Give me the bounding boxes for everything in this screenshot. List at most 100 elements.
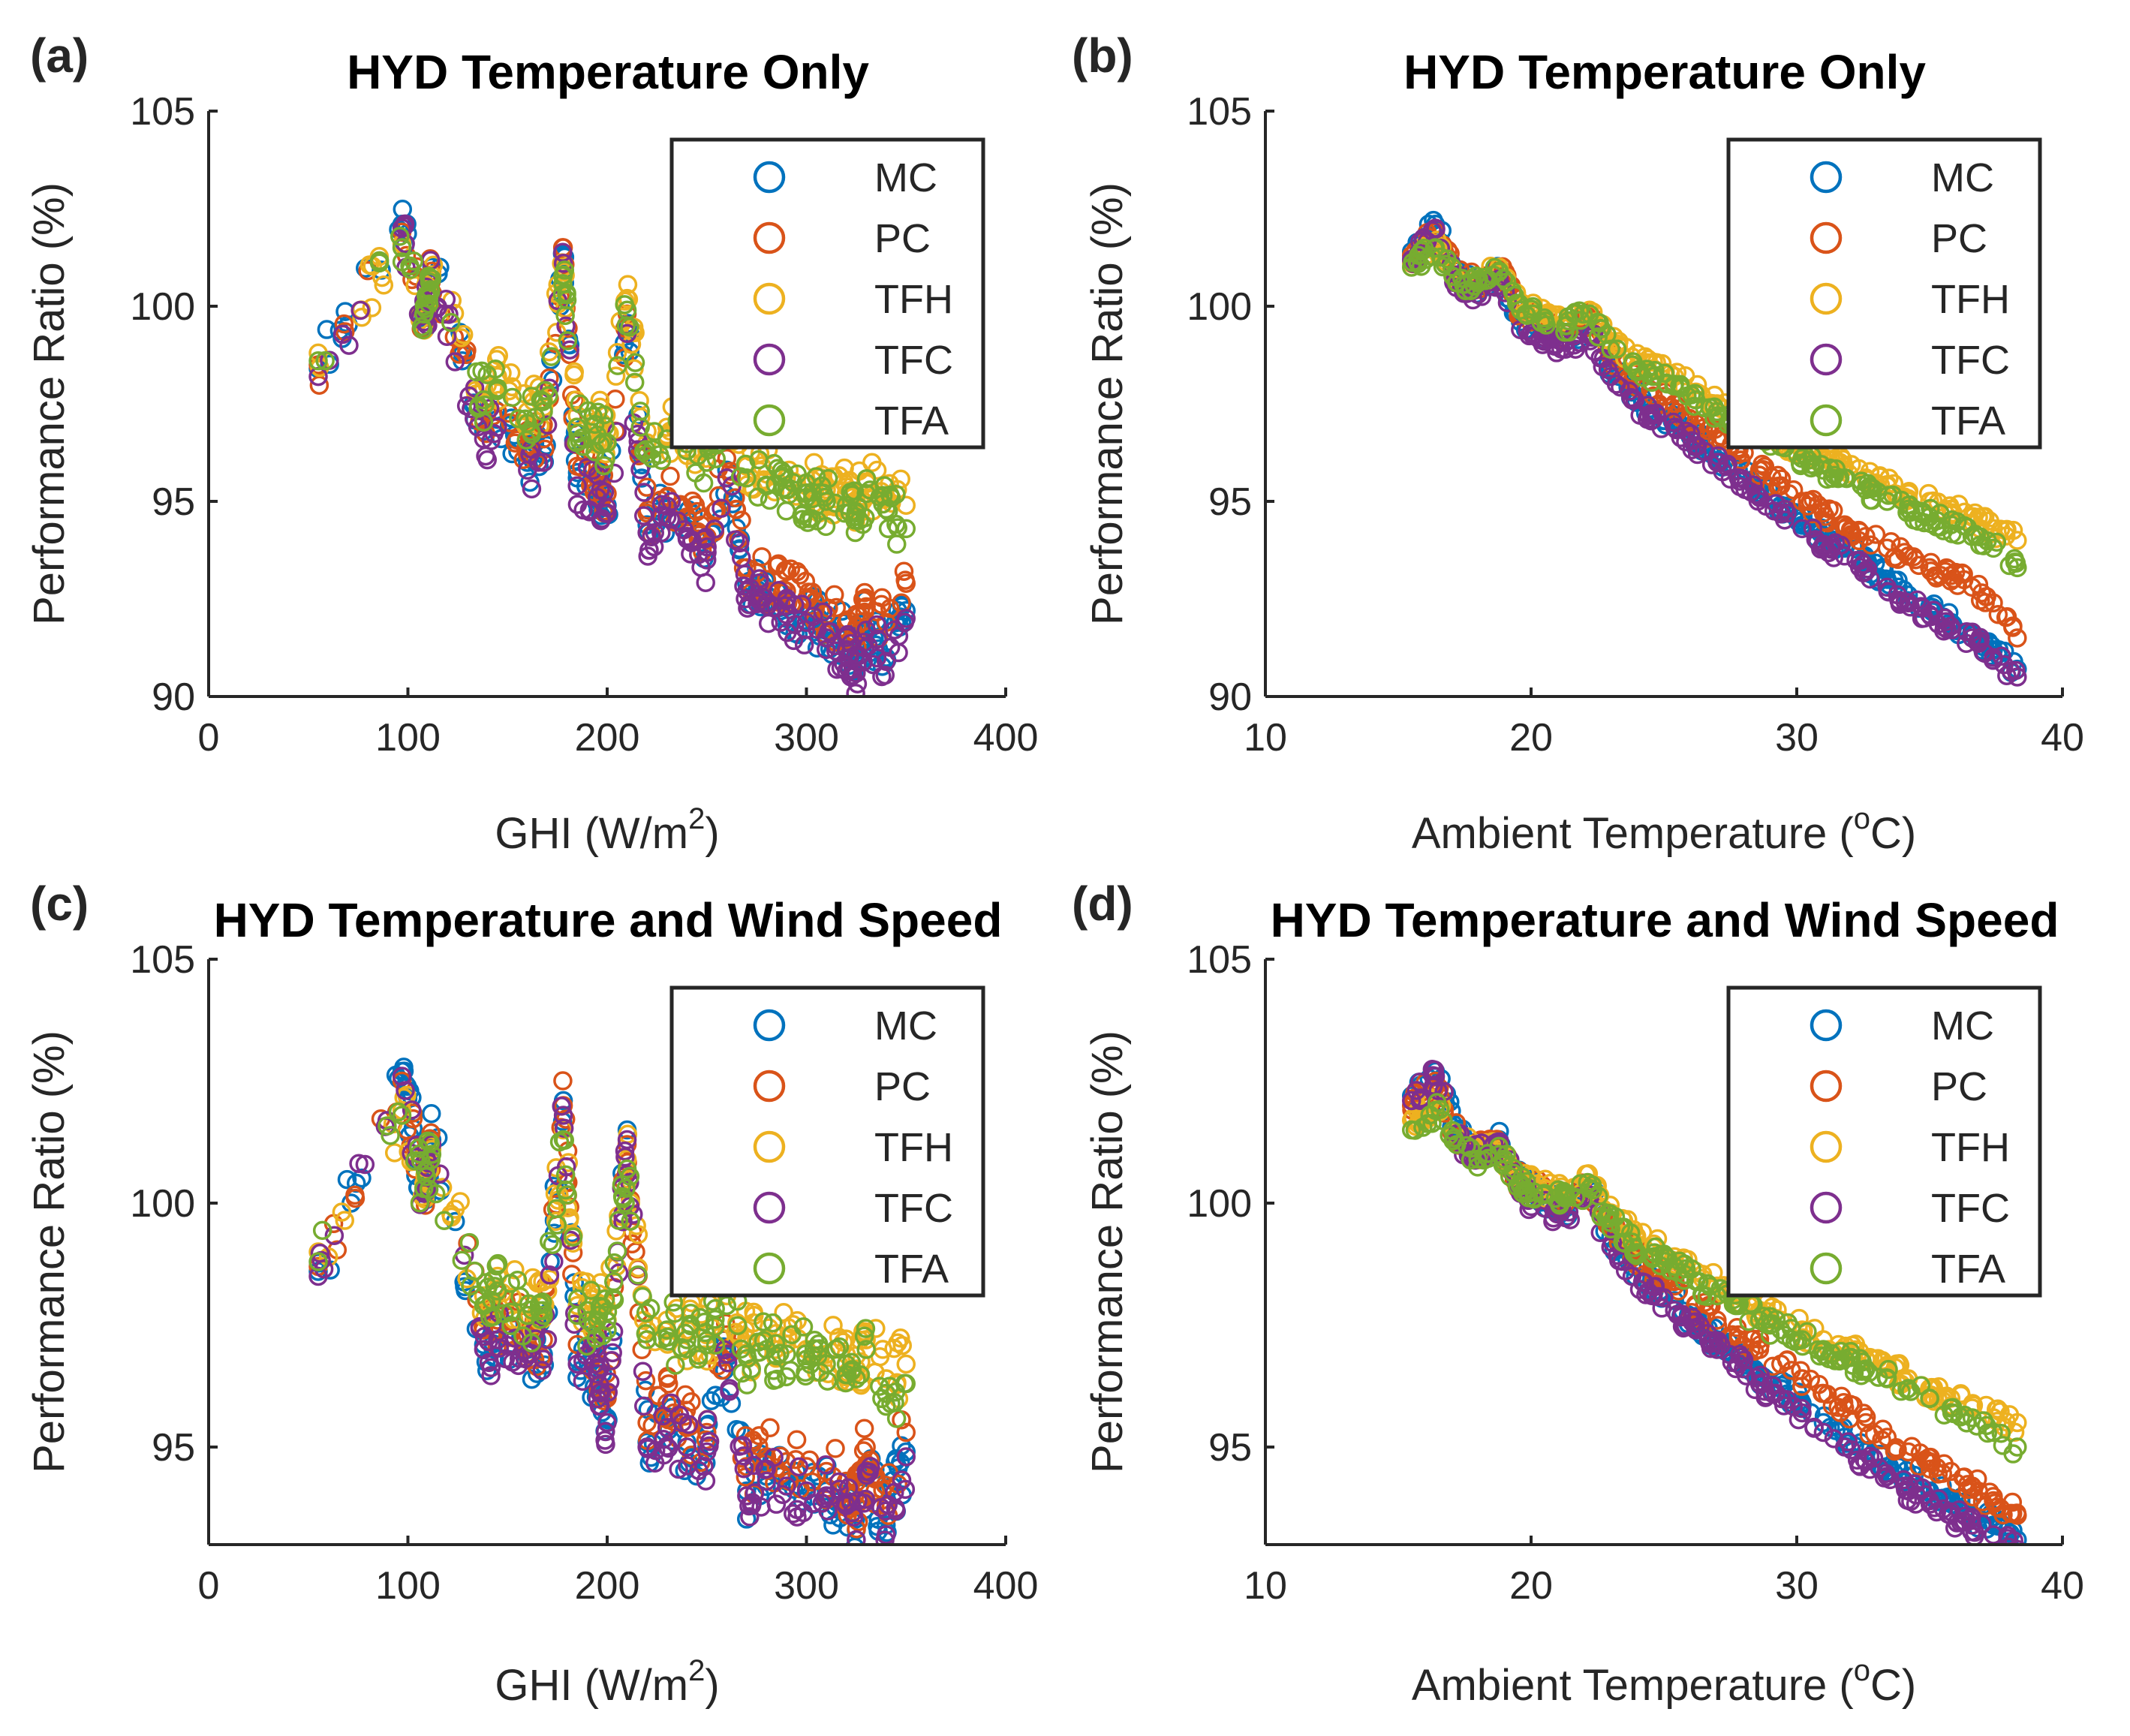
scatter-point (435, 1211, 454, 1230)
scatter-point (421, 1103, 441, 1124)
scatter-point (787, 464, 807, 484)
scatter-point (533, 1292, 552, 1312)
data-point (414, 304, 434, 324)
scatter-point (395, 216, 414, 236)
legend-label: PC (1931, 1064, 1987, 1109)
data-point (474, 1295, 494, 1316)
legend-marker-TFC (1810, 1191, 1843, 1224)
scatter-point (577, 1336, 597, 1356)
scatter-point (806, 467, 826, 486)
scatter-point (1547, 343, 1566, 363)
panel-title: HYD Temperature and Wind Speed (1271, 893, 2059, 947)
scatter-point (388, 1102, 408, 1122)
scatter-point (402, 1100, 422, 1120)
panel-label: (d) (1072, 877, 1133, 931)
scatter-point (1573, 304, 1593, 324)
scatter-point (887, 534, 907, 554)
scatter-point (809, 1339, 829, 1358)
scatter-point (572, 1277, 592, 1298)
scatter-point (1792, 1376, 1812, 1396)
scatter-points (1401, 1060, 2027, 1545)
scatter-point (1930, 504, 1950, 523)
x-tick-label: 40 (2041, 1564, 2084, 1608)
scatter-point (419, 294, 439, 314)
scatter-point (556, 316, 576, 336)
scatter-points (308, 200, 916, 697)
data-point (567, 417, 587, 437)
data-point (308, 351, 328, 371)
x-axis-label: Ambient Temperature (oC) (1412, 802, 1916, 858)
legend-marker-MC (753, 161, 786, 194)
scatter-point (1970, 527, 1990, 547)
data-point (847, 1530, 866, 1545)
panel-label: (b) (1072, 29, 1133, 83)
scatter-point (1611, 378, 1630, 397)
data-point (1856, 1452, 1876, 1472)
scatter-points (308, 1058, 916, 1545)
legend: MC PC TFH TFC TFA (1726, 137, 2042, 450)
scatter-point (681, 1303, 701, 1323)
scatter-point (657, 496, 677, 516)
scatter-point (612, 1187, 633, 1207)
data-point (677, 1437, 696, 1457)
scatter-point (855, 582, 874, 603)
scatter-point (1930, 517, 1951, 537)
data-point (1984, 1515, 2003, 1535)
data-point (796, 612, 817, 632)
data-point (597, 503, 617, 523)
scatter-point (486, 359, 505, 379)
scatter-point (1822, 1396, 1843, 1416)
legend-label: TFH (1931, 1125, 2010, 1170)
scatter-point (337, 1169, 357, 1190)
scatter-point (381, 1126, 400, 1145)
x-tick-label: 400 (973, 716, 1039, 760)
data-point (1749, 1340, 1770, 1359)
scatter-point (469, 396, 489, 416)
data-point (757, 476, 777, 495)
data-point (1941, 1398, 1961, 1418)
data-point (876, 499, 896, 519)
data-point (587, 488, 607, 507)
data-point (308, 1266, 328, 1286)
scatter-point (1760, 1307, 1780, 1326)
data-point (1401, 1091, 1422, 1111)
data-point (392, 218, 412, 238)
x-tick-label: 200 (575, 716, 640, 760)
scatter-point (481, 1366, 501, 1385)
data-point (518, 460, 537, 480)
scatter-point (2002, 1492, 2023, 1512)
scatter-point (789, 1457, 809, 1477)
y-tick-label: 105 (130, 90, 195, 134)
data-point (534, 453, 553, 472)
legend-label: TFC (1931, 1186, 2010, 1231)
data-point (1792, 1403, 1812, 1423)
scatter-point (744, 1455, 764, 1476)
x-tick-label: 30 (1775, 716, 1819, 760)
scatter-point (726, 488, 745, 507)
data-point (1792, 492, 1812, 511)
scatter-point (877, 1396, 896, 1416)
scatter-point (437, 326, 457, 346)
data-point (1941, 616, 1961, 636)
scatter-point (1988, 1399, 2008, 1419)
data-point (1877, 492, 1897, 511)
scatter-point (571, 1271, 591, 1291)
scatter-point (483, 1270, 503, 1289)
scatter-point (1766, 494, 1786, 513)
scatter-point (1588, 327, 1608, 347)
scatter-point (841, 1492, 861, 1512)
scatter-point (1911, 1376, 1931, 1395)
scatter-point (459, 1232, 480, 1253)
data-point (1834, 1349, 1855, 1369)
data-point (474, 390, 494, 410)
data-point (1707, 1310, 1727, 1330)
scatter-point (552, 284, 573, 304)
scatter-point (1425, 1060, 1445, 1080)
legend-marker-TFC (753, 343, 786, 376)
scatter-point (345, 1188, 366, 1208)
data-point (1856, 1359, 1876, 1379)
legend-label: TFC (1931, 338, 2010, 383)
scatter-point (1991, 519, 2011, 539)
scatter-point (764, 1448, 784, 1467)
scatter-point (1698, 1274, 1717, 1293)
